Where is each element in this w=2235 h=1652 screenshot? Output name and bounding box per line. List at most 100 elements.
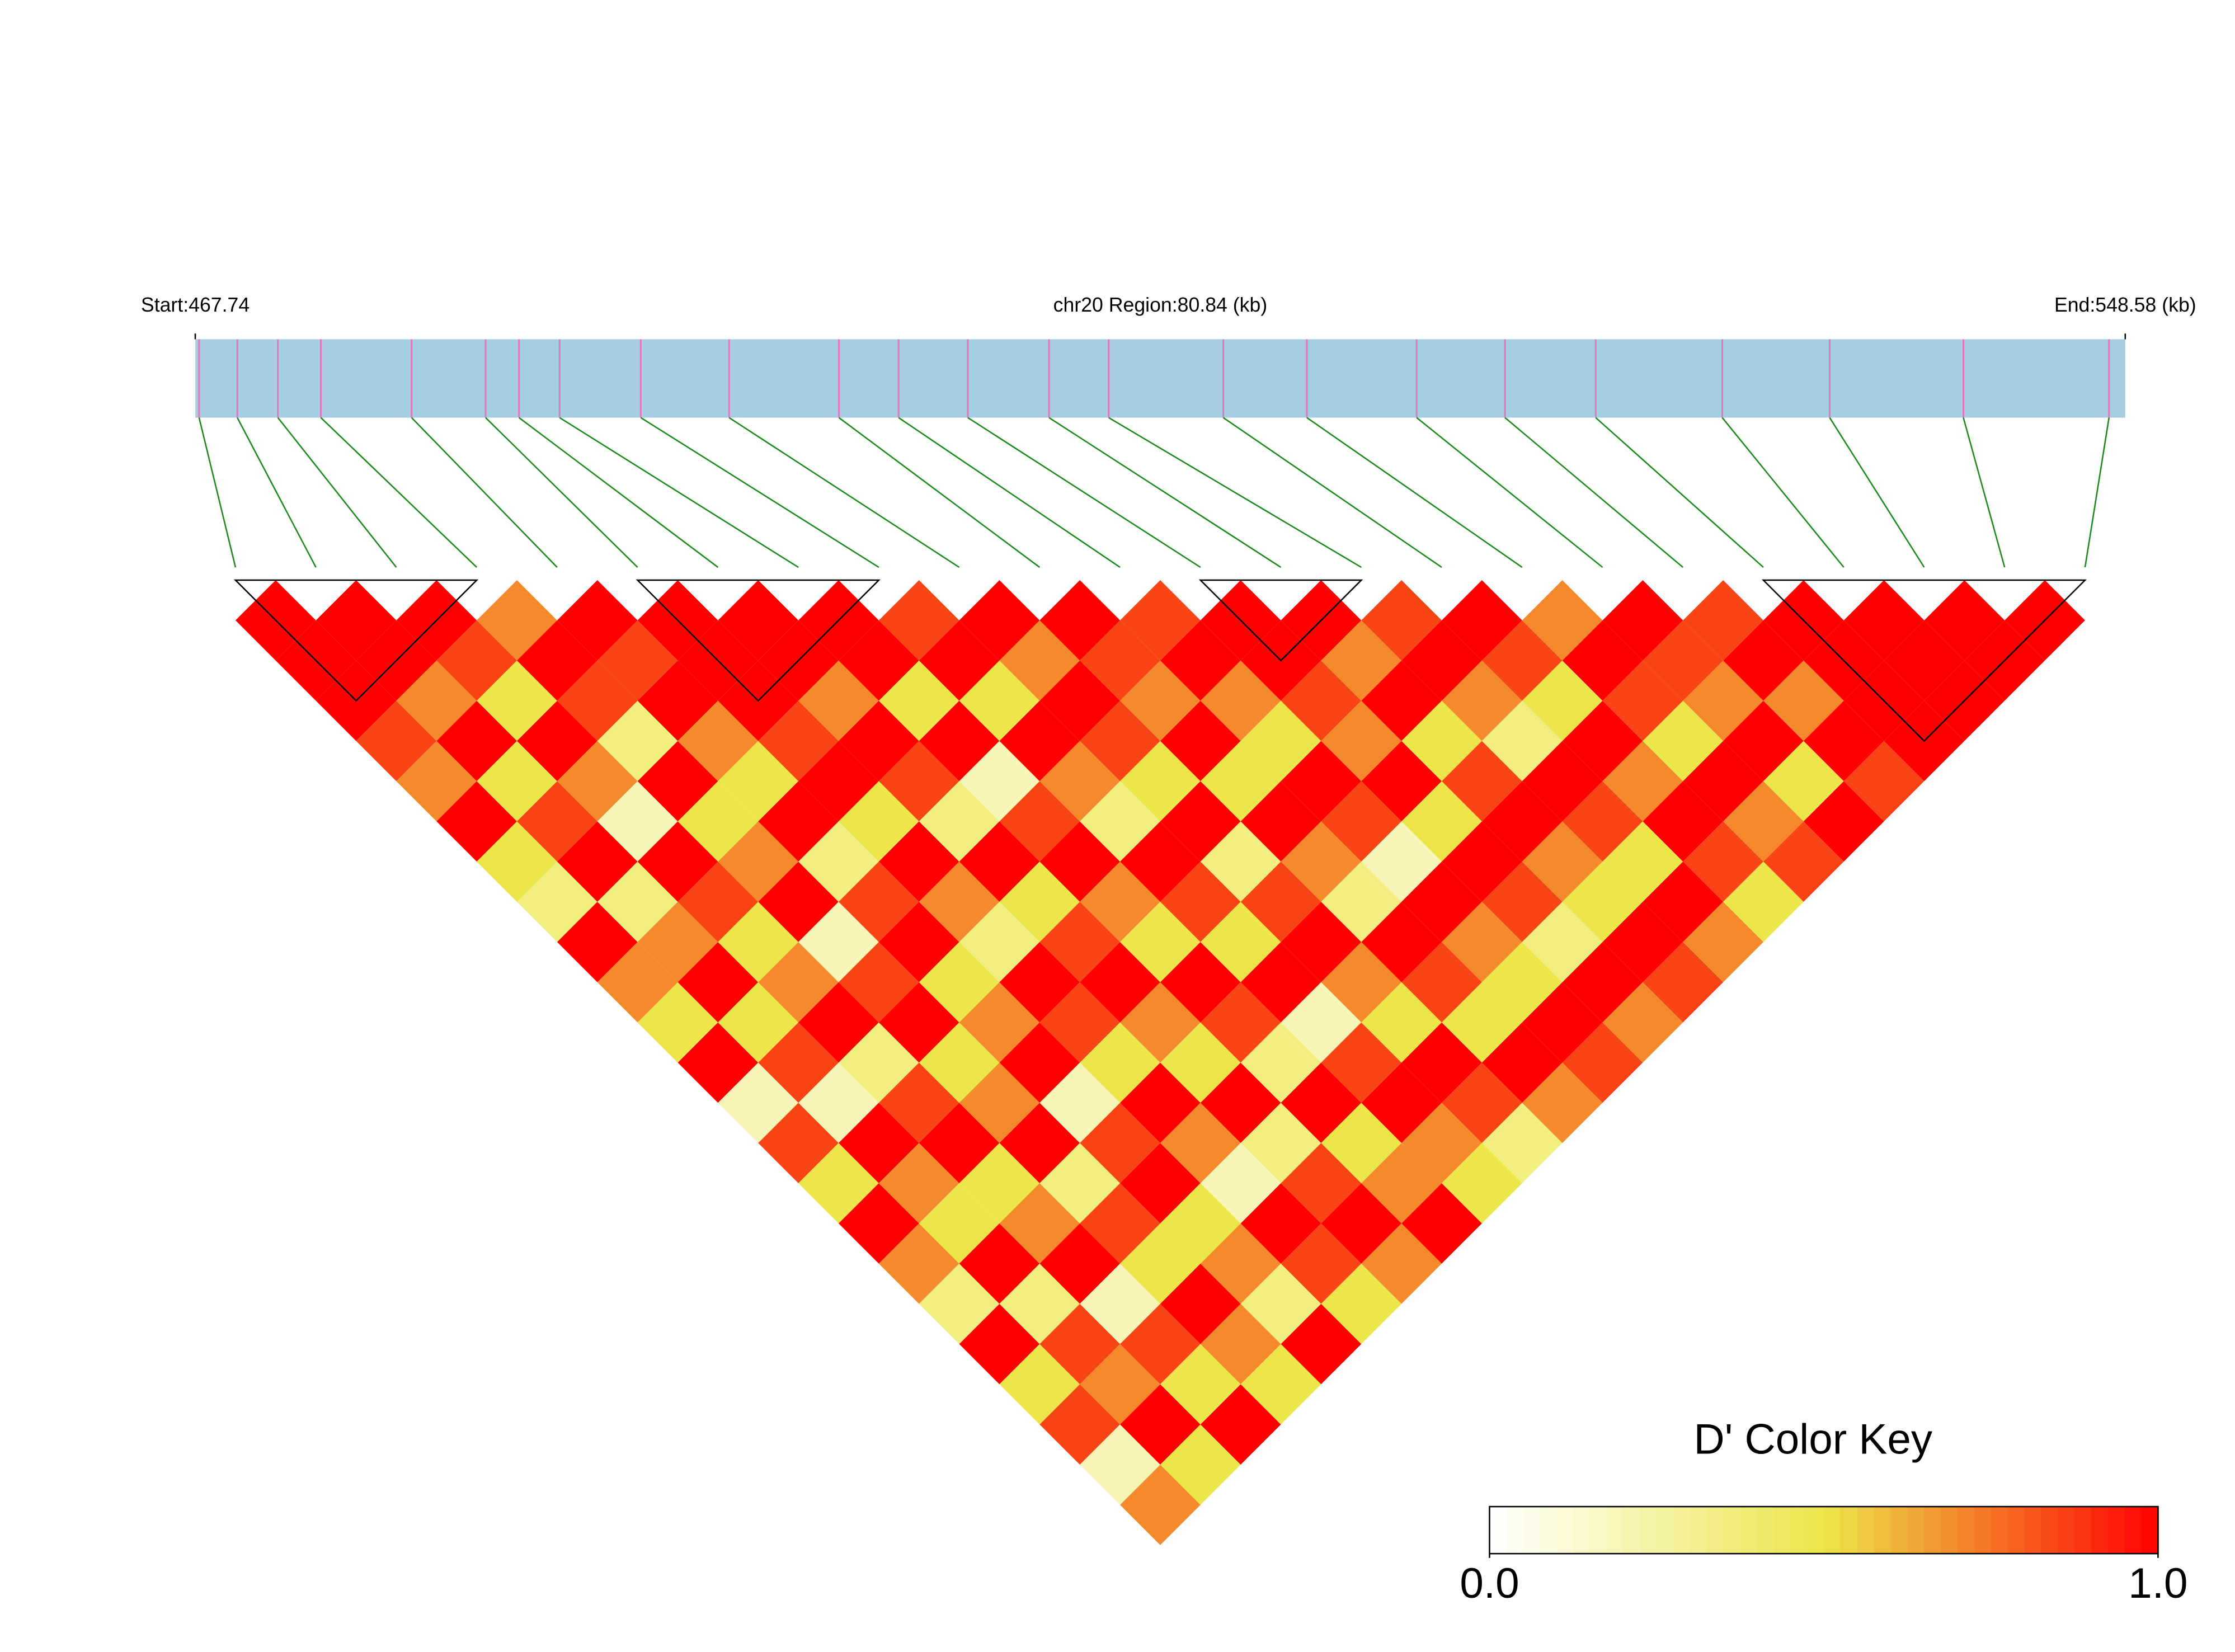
ld-cell bbox=[1643, 781, 1724, 862]
snp-link bbox=[1963, 417, 2006, 568]
ld-cell bbox=[959, 660, 1040, 741]
ld-cell bbox=[1763, 821, 1844, 902]
ld-cell bbox=[1160, 781, 1241, 862]
ld-cell bbox=[1200, 1062, 1281, 1143]
ld-cell bbox=[1240, 1344, 1321, 1425]
ld-cell bbox=[1683, 901, 1763, 982]
ld-cell bbox=[1160, 1263, 1241, 1344]
ld-cell bbox=[1843, 580, 1925, 661]
ld-cell bbox=[999, 942, 1080, 1023]
key-frame bbox=[1489, 1505, 2159, 1555]
ld-cell bbox=[1803, 700, 1884, 782]
key-tick-label: 1.0 bbox=[2128, 1560, 2187, 1607]
snp-link bbox=[1222, 417, 1442, 568]
ld-cell bbox=[1723, 700, 1804, 782]
ld-cell bbox=[1401, 781, 1482, 862]
ld-cell bbox=[1602, 901, 1683, 982]
start-label: Start:467.74 bbox=[141, 294, 250, 316]
ld-cell bbox=[1361, 580, 1442, 661]
key-swatch bbox=[1840, 1507, 1858, 1554]
snp-link bbox=[1504, 417, 1684, 568]
ld-cell bbox=[1562, 1022, 1643, 1103]
key-swatch bbox=[2041, 1507, 2059, 1554]
ld-cell bbox=[1240, 700, 1321, 782]
ld-cell bbox=[1080, 700, 1160, 782]
ld-block bbox=[1761, 579, 2087, 742]
ld-cell bbox=[1321, 1263, 1402, 1344]
ld-cell bbox=[959, 821, 1040, 902]
ld-cell bbox=[477, 821, 557, 902]
ld-cell bbox=[1602, 982, 1683, 1063]
ld-cell bbox=[637, 741, 718, 822]
key-swatch bbox=[2058, 1507, 2076, 1554]
ld-cell bbox=[1522, 580, 1603, 661]
ld-cell bbox=[1120, 982, 1201, 1063]
ld-cell bbox=[637, 901, 718, 982]
key-swatch bbox=[2141, 1507, 2159, 1554]
ld-cell bbox=[356, 700, 437, 782]
ld-cell bbox=[677, 942, 759, 1023]
ld-cell bbox=[1683, 821, 1763, 902]
ld-cell bbox=[1080, 781, 1160, 862]
ld-cell bbox=[1160, 1103, 1241, 1184]
snp-link bbox=[1108, 417, 1362, 568]
ld-cell bbox=[959, 580, 1040, 661]
key-swatch bbox=[1573, 1507, 1591, 1554]
snp-link bbox=[485, 417, 638, 568]
ld-cell bbox=[517, 700, 597, 782]
key-swatch bbox=[1991, 1507, 2008, 1554]
snp-link bbox=[838, 417, 1041, 568]
key-swatch bbox=[1640, 1507, 1658, 1554]
ld-cell bbox=[637, 821, 718, 902]
ld-cell bbox=[1843, 741, 1925, 822]
ld-cell bbox=[999, 1344, 1080, 1425]
ld-cell bbox=[758, 1022, 839, 1103]
snp-link bbox=[2084, 417, 2110, 568]
ld-cell bbox=[919, 1022, 1000, 1103]
key-swatch bbox=[2074, 1507, 2092, 1554]
ld-cell bbox=[1442, 741, 1522, 822]
ld-cell bbox=[1200, 1384, 1281, 1465]
key-swatch bbox=[1690, 1507, 1708, 1554]
ld-cell bbox=[1361, 1223, 1442, 1304]
ld-cell bbox=[1602, 741, 1683, 822]
ld-cell bbox=[1120, 660, 1201, 741]
key-swatch bbox=[2124, 1507, 2142, 1554]
ld-cell bbox=[1361, 821, 1442, 902]
key-swatch bbox=[1857, 1507, 1875, 1554]
ld-cell bbox=[838, 1103, 919, 1184]
ld-block bbox=[233, 579, 479, 702]
ld-cell bbox=[959, 1303, 1040, 1385]
ld-cell bbox=[1884, 620, 1965, 701]
ld-cell bbox=[1160, 942, 1241, 1023]
ld-cell bbox=[677, 1022, 759, 1103]
ld-cell bbox=[1200, 821, 1281, 902]
snp-link bbox=[411, 417, 558, 568]
end-label: End:548.58 (kb) bbox=[2054, 294, 2196, 316]
ld-cell bbox=[1039, 901, 1121, 982]
key-swatch bbox=[2107, 1507, 2125, 1554]
key-swatch bbox=[2024, 1507, 2042, 1554]
ld-cell bbox=[557, 660, 638, 741]
ld-cell bbox=[1120, 1465, 1201, 1545]
ld-cell bbox=[1442, 660, 1522, 741]
ld-cell bbox=[1361, 982, 1442, 1063]
position-bar bbox=[195, 339, 2125, 418]
ld-cell bbox=[1321, 700, 1402, 782]
snp-link bbox=[320, 417, 478, 568]
ld-cell bbox=[919, 781, 1000, 862]
ld-cell bbox=[1361, 1062, 1442, 1143]
snp-link bbox=[1048, 417, 1282, 568]
chart-title: chr20 Region:80.84 (kb) bbox=[1053, 294, 1268, 316]
ld-cell bbox=[999, 1022, 1080, 1103]
ld-cell bbox=[838, 1022, 919, 1103]
ld-cell bbox=[1562, 942, 1643, 1023]
ld-cell bbox=[1160, 862, 1241, 942]
ld-cell bbox=[1803, 781, 1884, 862]
ld-cell bbox=[1442, 580, 1522, 661]
key-swatch bbox=[1540, 1507, 1558, 1554]
snp-link bbox=[728, 417, 960, 568]
key-swatch bbox=[1673, 1507, 1691, 1554]
ld-cell bbox=[1039, 1303, 1121, 1385]
